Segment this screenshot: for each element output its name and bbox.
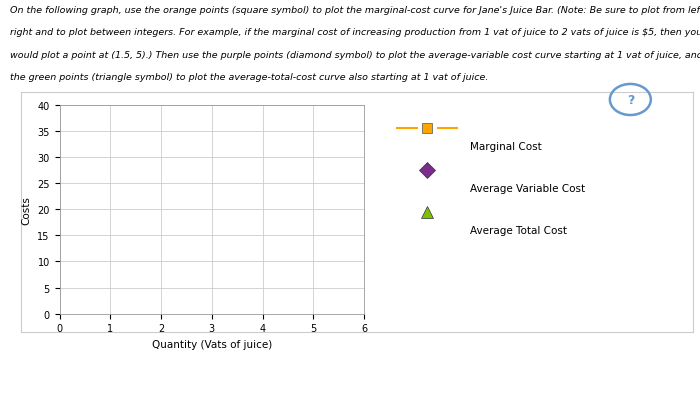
X-axis label: Quantity (Vats of juice): Quantity (Vats of juice) [152, 339, 272, 349]
Text: Marginal Cost: Marginal Cost [470, 142, 542, 152]
Text: ?: ? [626, 94, 634, 107]
Text: Average Variable Cost: Average Variable Cost [470, 183, 585, 194]
Text: Average Total Cost: Average Total Cost [470, 225, 568, 235]
Text: would plot a point at (1.5, 5).) Then use the purple points (diamond symbol) to : would plot a point at (1.5, 5).) Then us… [10, 51, 700, 60]
Y-axis label: Costs: Costs [22, 195, 32, 224]
Text: the green points (triangle symbol) to plot the average-total-cost curve also sta: the green points (triangle symbol) to pl… [10, 73, 488, 82]
Text: right and to plot between integers. For example, if the marginal cost of increas: right and to plot between integers. For … [10, 28, 700, 37]
Text: On the following graph, use the orange points (square symbol) to plot the margin: On the following graph, use the orange p… [10, 6, 700, 15]
